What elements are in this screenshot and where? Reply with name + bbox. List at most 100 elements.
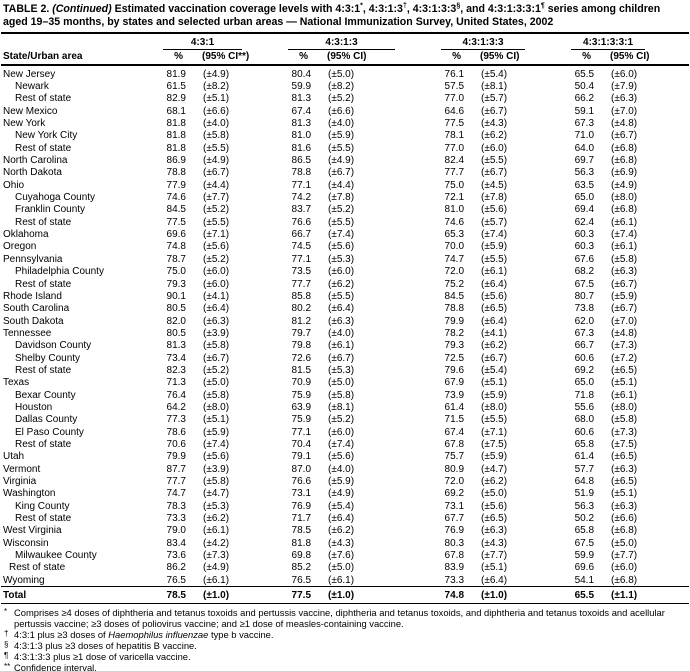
percent-cell: 79.9 <box>444 315 465 327</box>
percent-cell: 70.6 <box>166 438 186 450</box>
total-label: Total <box>1 586 161 605</box>
ci-cell: (±5.0) <box>328 68 355 80</box>
series-label: 4:3:1:3 <box>288 37 396 50</box>
ci-cell: (±4.4) <box>328 179 355 191</box>
ci-cell: (±4.0) <box>203 118 230 130</box>
vaccination-coverage-table: 4:3:1 4:3:1:3 4:3:1:3:3 4:3:1:3:3:1 Stat… <box>1 32 690 605</box>
ci-cell: (±6.9) <box>611 167 638 179</box>
percent-cell: 62.0 <box>574 315 595 327</box>
ci-cell: (±5.0) <box>611 537 638 549</box>
percent-cell: 77.5 <box>286 586 313 605</box>
percent-cell: 78.5 <box>291 525 312 537</box>
percent-cell: 81.3 <box>166 340 186 352</box>
ci-cell: (±7.3) <box>611 426 638 438</box>
percent-cell: 69.6 <box>166 229 186 241</box>
table-row: Texas 71.3 (±5.0) 70.9 (±5.0) 67.9 (±5.1) 65.0 (… <box>1 377 689 389</box>
percent-cell: 77.0 <box>444 93 465 105</box>
percent-cell: 74.5 <box>291 241 312 253</box>
ci-cell: (±7.9) <box>611 81 638 93</box>
percent-cell: 77.0 <box>444 142 465 154</box>
ci-cell: (±4.9) <box>203 562 230 574</box>
title-segment: (Continued) <box>52 3 112 15</box>
ci-cell: (±6.2) <box>203 513 230 525</box>
ci-cell: (±7.4) <box>328 438 355 450</box>
footnote-marker: * <box>4 607 8 617</box>
area-cell: Pennsylvania <box>3 253 63 265</box>
ci-cell: (±6.7) <box>203 352 230 364</box>
percent-cell: 79.6 <box>444 364 465 376</box>
percent-cell: 75.7 <box>444 451 465 463</box>
ci-cell: (±6.1) <box>203 525 230 537</box>
ci-cell: (±5.5) <box>328 290 355 302</box>
percent-cell: 50.2 <box>574 513 595 525</box>
area-cell: South Carolina <box>3 303 70 315</box>
ci-cell: (±5.1) <box>481 377 508 389</box>
ci-cell: (±5.9) <box>328 130 355 142</box>
table-row: Newark 61.5 (±8.2) 59.9 (±8.2) 57.5 (±8.1) 50.4… <box>1 80 689 92</box>
ci-cell: (±7.4) <box>328 229 355 241</box>
percent-cell: 81.0 <box>444 204 465 216</box>
percent-cell: 78.8 <box>166 167 186 179</box>
footnote: * Comprises ≥4 doses of diphtheria and te… <box>3 607 687 629</box>
ci-cell: (±6.7) <box>611 303 638 315</box>
ci-cell: (±6.2) <box>481 130 508 142</box>
ci-cell: (±5.9) <box>481 451 508 463</box>
percent-cell: 84.5 <box>166 204 186 216</box>
percent-cell: 80.2 <box>291 303 312 315</box>
ci-cell: (±6.3) <box>611 266 638 278</box>
table-row: West Virginia 79.0 (±6.1) 78.5 (±6.2) 76.9 (±6… <box>1 525 689 537</box>
percent-cell: 57.5 <box>444 81 465 93</box>
footnote-text: 4:3:1 plus ≥3 doses of <box>14 629 109 641</box>
ci-cell: (±8.0) <box>611 401 638 413</box>
ci-cell: (±4.4) <box>203 179 230 191</box>
ci-cell: (±6.8) <box>611 525 638 537</box>
percent-cell: 76.4 <box>166 389 186 401</box>
ci-cell: (±4.9) <box>203 155 230 167</box>
percent-cell: 67.3 <box>574 118 595 130</box>
title-segment: Estimated vaccination coverage levels wi… <box>111 3 361 15</box>
area-cell: Newark <box>15 81 49 93</box>
ci-cell: (±8.0) <box>611 192 638 204</box>
footnote: ¶ 4:3:1:3:3 plus ≥1 dose of varicella vac… <box>3 651 687 662</box>
ci-cell: (±3.9) <box>203 463 230 475</box>
ci-cell: (±5.7) <box>481 216 508 228</box>
table-row: Oklahoma 69.6 (±7.1) 66.7 (±7.4) 65.3 (±7.4) 60… <box>1 228 689 240</box>
area-cell: Texas <box>3 377 30 389</box>
ci-cell: (±5.6) <box>203 451 230 463</box>
table-row: South Dakota 82.0 (±6.3) 81.2 (±6.3) 79.9 (±6.… <box>1 315 689 327</box>
ci-cell: (±6.8) <box>611 155 638 167</box>
ci-cell: (±6.0) <box>203 266 230 278</box>
ci-cell: (±7.0) <box>611 105 638 117</box>
ci-cell: (±6.1) <box>481 266 508 278</box>
percent-cell: 72.0 <box>444 266 465 278</box>
percent-cell: 87.0 <box>291 463 312 475</box>
ci-cell: (±6.4) <box>328 513 355 525</box>
ci-cell: (±7.4) <box>203 438 230 450</box>
table-row: Oregon 74.8 (±5.6) 74.5 (±5.6) 70.0 (±5.9) 60.3… <box>1 241 689 253</box>
percent-cell: 79.7 <box>291 327 312 339</box>
area-cell: Oklahoma <box>3 229 49 241</box>
percent-cell: 81.8 <box>166 142 186 154</box>
area-cell: Rhode Island <box>3 290 62 302</box>
percent-cell: 67.4 <box>291 105 312 117</box>
percent-cell: 63.5 <box>574 179 595 191</box>
ci-cell: (±5.2) <box>203 364 230 376</box>
percent-cell: 84.5 <box>444 290 465 302</box>
ci-cell: (±6.3) <box>328 315 355 327</box>
percent-cell: 67.8 <box>444 438 465 450</box>
percent-cell: 82.3 <box>166 364 186 376</box>
ci-cell: (±5.4) <box>481 364 508 376</box>
ci-cell: (±1.0) <box>312 586 440 605</box>
percent-cell: 81.8 <box>291 537 312 549</box>
table-row: North Dakota 78.8 (±6.7) 78.8 (±6.7) 77.7 (±6.… <box>1 167 689 179</box>
percent-cell: 79.8 <box>291 340 312 352</box>
percent-cell: 74.8 <box>166 241 186 253</box>
percent-cell: 60.6 <box>574 352 595 364</box>
percent-cell: 51.9 <box>574 488 595 500</box>
ci-cell: (±6.3) <box>481 525 508 537</box>
ci-cell: (±4.8) <box>611 327 638 339</box>
ci-cell: (±6.0) <box>203 278 230 290</box>
area-cell: Houston <box>15 401 53 413</box>
percent-cell: 77.7 <box>291 278 312 290</box>
series-label: 4:3:1:3:3:1 <box>571 37 646 50</box>
